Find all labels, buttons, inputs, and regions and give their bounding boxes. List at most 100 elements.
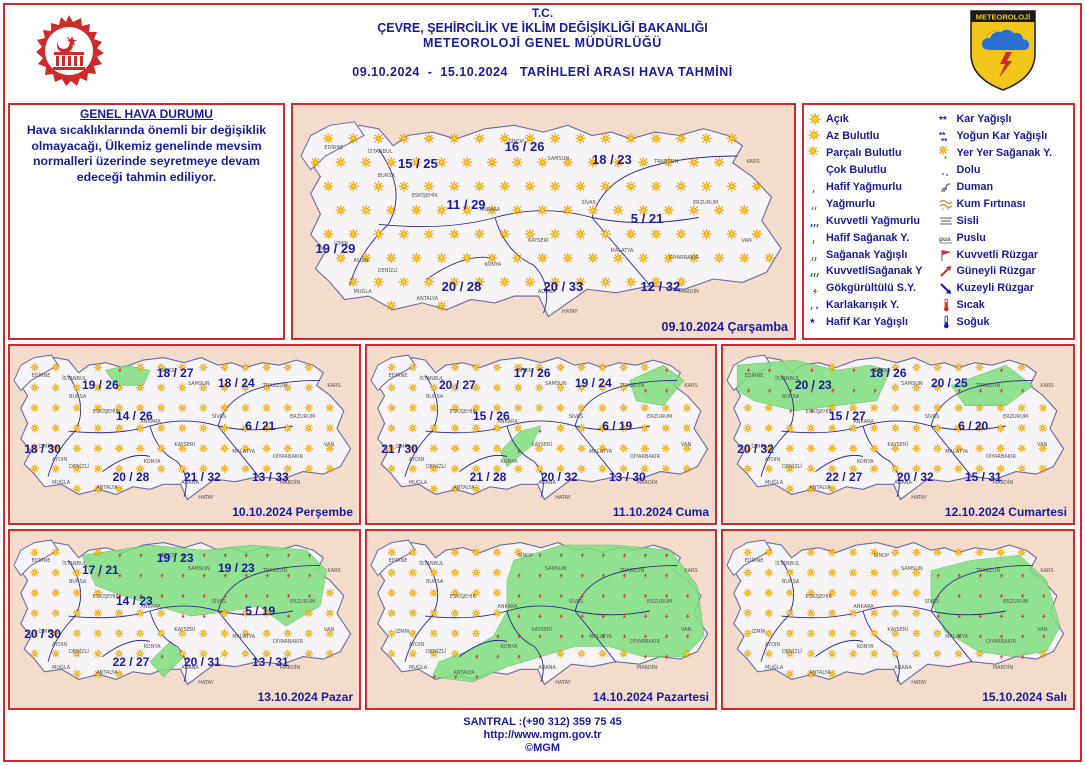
city-label: ESKİŞEHİR: [92, 408, 119, 415]
city-label: İSTANBUL: [62, 560, 87, 567]
city-label: KARS: [1040, 383, 1054, 390]
turkey-outline: [310, 124, 782, 318]
city-label: KARS: [684, 383, 698, 390]
header-ministry: ÇEVRE, ŞEHİRCİLİK VE İKLİM DEĞİŞİKLİĞİ B…: [377, 21, 708, 35]
legend-label: Açık: [826, 113, 849, 126]
region-boundary: [217, 564, 321, 612]
city-label: HATAY: [555, 679, 571, 686]
legend-label: Yer Yer Sağanak Y.: [956, 147, 1053, 160]
city-label: AYDIN: [52, 456, 68, 463]
city-label: SİNOP: [517, 368, 534, 375]
legend-item: Hafif Sağanak Y.: [808, 229, 939, 246]
city-label: ANTALYA: [416, 295, 439, 302]
city-label: ANTALYA: [453, 669, 475, 676]
map-panel-day-2: EDİRNE İSTANBUL BURSA ANKARA İZMİR ANTALYA KON…: [8, 344, 361, 525]
city-label: KONYA: [143, 459, 161, 466]
footer-url[interactable]: http://www.mgm.gov.tr: [483, 729, 602, 741]
precipitation-area: [629, 364, 685, 407]
region-boundary: [506, 610, 544, 683]
forecast-date-label: 11.10.2024 Cuma: [612, 505, 709, 519]
city-label: KAYSERİ: [174, 626, 195, 633]
city-label: VAN: [681, 441, 692, 448]
city-label: MARDİN: [279, 664, 301, 671]
region-boundary: [404, 560, 439, 662]
turkey-map: [726, 354, 1065, 501]
legend-label: KuvvetliSağanak Y: [826, 265, 923, 278]
city-label: KAYSERİ: [531, 626, 552, 633]
legend-item: Sisli: [939, 212, 1070, 229]
city-label: İZMİR: [38, 629, 53, 636]
temperature-label: 20 / 31: [184, 654, 221, 669]
overcast-icon: [808, 163, 822, 177]
city-label: VAN: [741, 237, 752, 244]
temperature-label: 5 / 19: [245, 604, 276, 618]
city-label: İSTANBUL: [62, 375, 87, 382]
city-label: MARDİN: [636, 479, 658, 486]
city-label: ERZURUM: [1003, 413, 1029, 420]
city-label: MUĞLA: [353, 288, 372, 295]
city-label: EDİRNE: [388, 373, 408, 380]
header-date-range: 09.10.2024 - 15.10.2024 TARİHLERİ ARASI …: [352, 65, 733, 79]
city-label: TRABZON: [262, 568, 288, 575]
region-boundary: [102, 454, 151, 472]
temperature-label: 15 / 25: [398, 155, 438, 171]
hail-icon: [941, 172, 948, 177]
temperature-label: 6 / 19: [602, 419, 633, 433]
temperature-label: 19 / 26: [82, 378, 119, 393]
legend-label: Kum Fırtınası: [956, 197, 1026, 210]
legend-item: Dolu: [939, 162, 1070, 179]
legend-item: ** Kar Yağışlı: [939, 111, 1070, 128]
temperature-label: 13 / 31: [252, 654, 289, 669]
city-label: DENİZLİ: [377, 268, 398, 275]
region-boundary: [781, 605, 1006, 619]
city-label: SİNOP: [160, 368, 177, 375]
legend-label: Yağmurlu: [826, 197, 876, 210]
region-boundary: [930, 610, 973, 662]
city-label: MARDİN: [636, 664, 658, 671]
legend-item: * Hafif Kar Yağışlı: [808, 314, 939, 331]
city-label: DİYARBAKIR: [986, 454, 1016, 461]
temperature-label: 21 / 28: [469, 469, 507, 484]
city-label: ERZURUM: [647, 598, 673, 605]
city-label: HATAY: [198, 494, 214, 501]
temperature-label: 17 / 26: [513, 365, 551, 380]
sandstorm-icon: [939, 199, 952, 210]
temperature-label: 11 / 29: [446, 196, 486, 212]
city-label: MARDİN: [279, 479, 301, 486]
temperature-label: 21 / 32: [184, 469, 221, 484]
temperature-label: 19 / 29: [315, 241, 356, 257]
temperature-label: 6 / 21: [245, 419, 276, 433]
city-label: KAYSERİ: [887, 441, 908, 448]
heavy-snow-icon: ****: [939, 131, 948, 143]
city-label: BURSA: [426, 393, 444, 400]
turkey-map: [13, 539, 352, 686]
city-label: TRABZON: [262, 383, 288, 390]
temperature-label: 14 / 26: [116, 408, 153, 423]
city-label: MUĞLA: [409, 664, 428, 671]
city-label: ADANA: [894, 479, 912, 486]
city-label: KAYSERİ: [531, 441, 552, 448]
temperature-label: 12 / 32: [640, 278, 681, 294]
map-panel-day-1: EDİRNE İSTANBUL BURSA ANKARA İZMİR ANTALYA KON…: [291, 103, 796, 340]
city-label: MUĞLA: [765, 479, 784, 486]
city-label: SİVAS: [924, 598, 940, 605]
city-label: BURSA: [426, 578, 444, 585]
region-boundary: [815, 639, 864, 657]
legend-label: Kuvvetli Yağmurlu: [826, 214, 921, 227]
precipitation-area: [499, 425, 542, 467]
region-boundary: [862, 425, 900, 498]
city-label: ESKİŞEHİR: [805, 408, 832, 415]
city-label: BURSA: [69, 393, 87, 400]
weather-legend: Açık ** Kar Yağışlı Az Bulutlu ** ** Yoğun Kar…: [802, 103, 1075, 340]
legend-item: Açık: [808, 111, 939, 128]
cold-icon: [943, 315, 949, 329]
sleet-icon: *: [810, 307, 819, 312]
city-label: KARS: [327, 568, 341, 575]
city-label: KONYA: [500, 459, 518, 466]
city-label: VAN: [1037, 626, 1048, 633]
city-label: TRABZON: [975, 568, 1001, 575]
sun-icon: [809, 113, 821, 126]
legend-item: Yağmurlu: [808, 195, 939, 212]
city-label: KONYA: [500, 644, 518, 651]
city-label: ESKİŞEHİR: [805, 593, 832, 600]
